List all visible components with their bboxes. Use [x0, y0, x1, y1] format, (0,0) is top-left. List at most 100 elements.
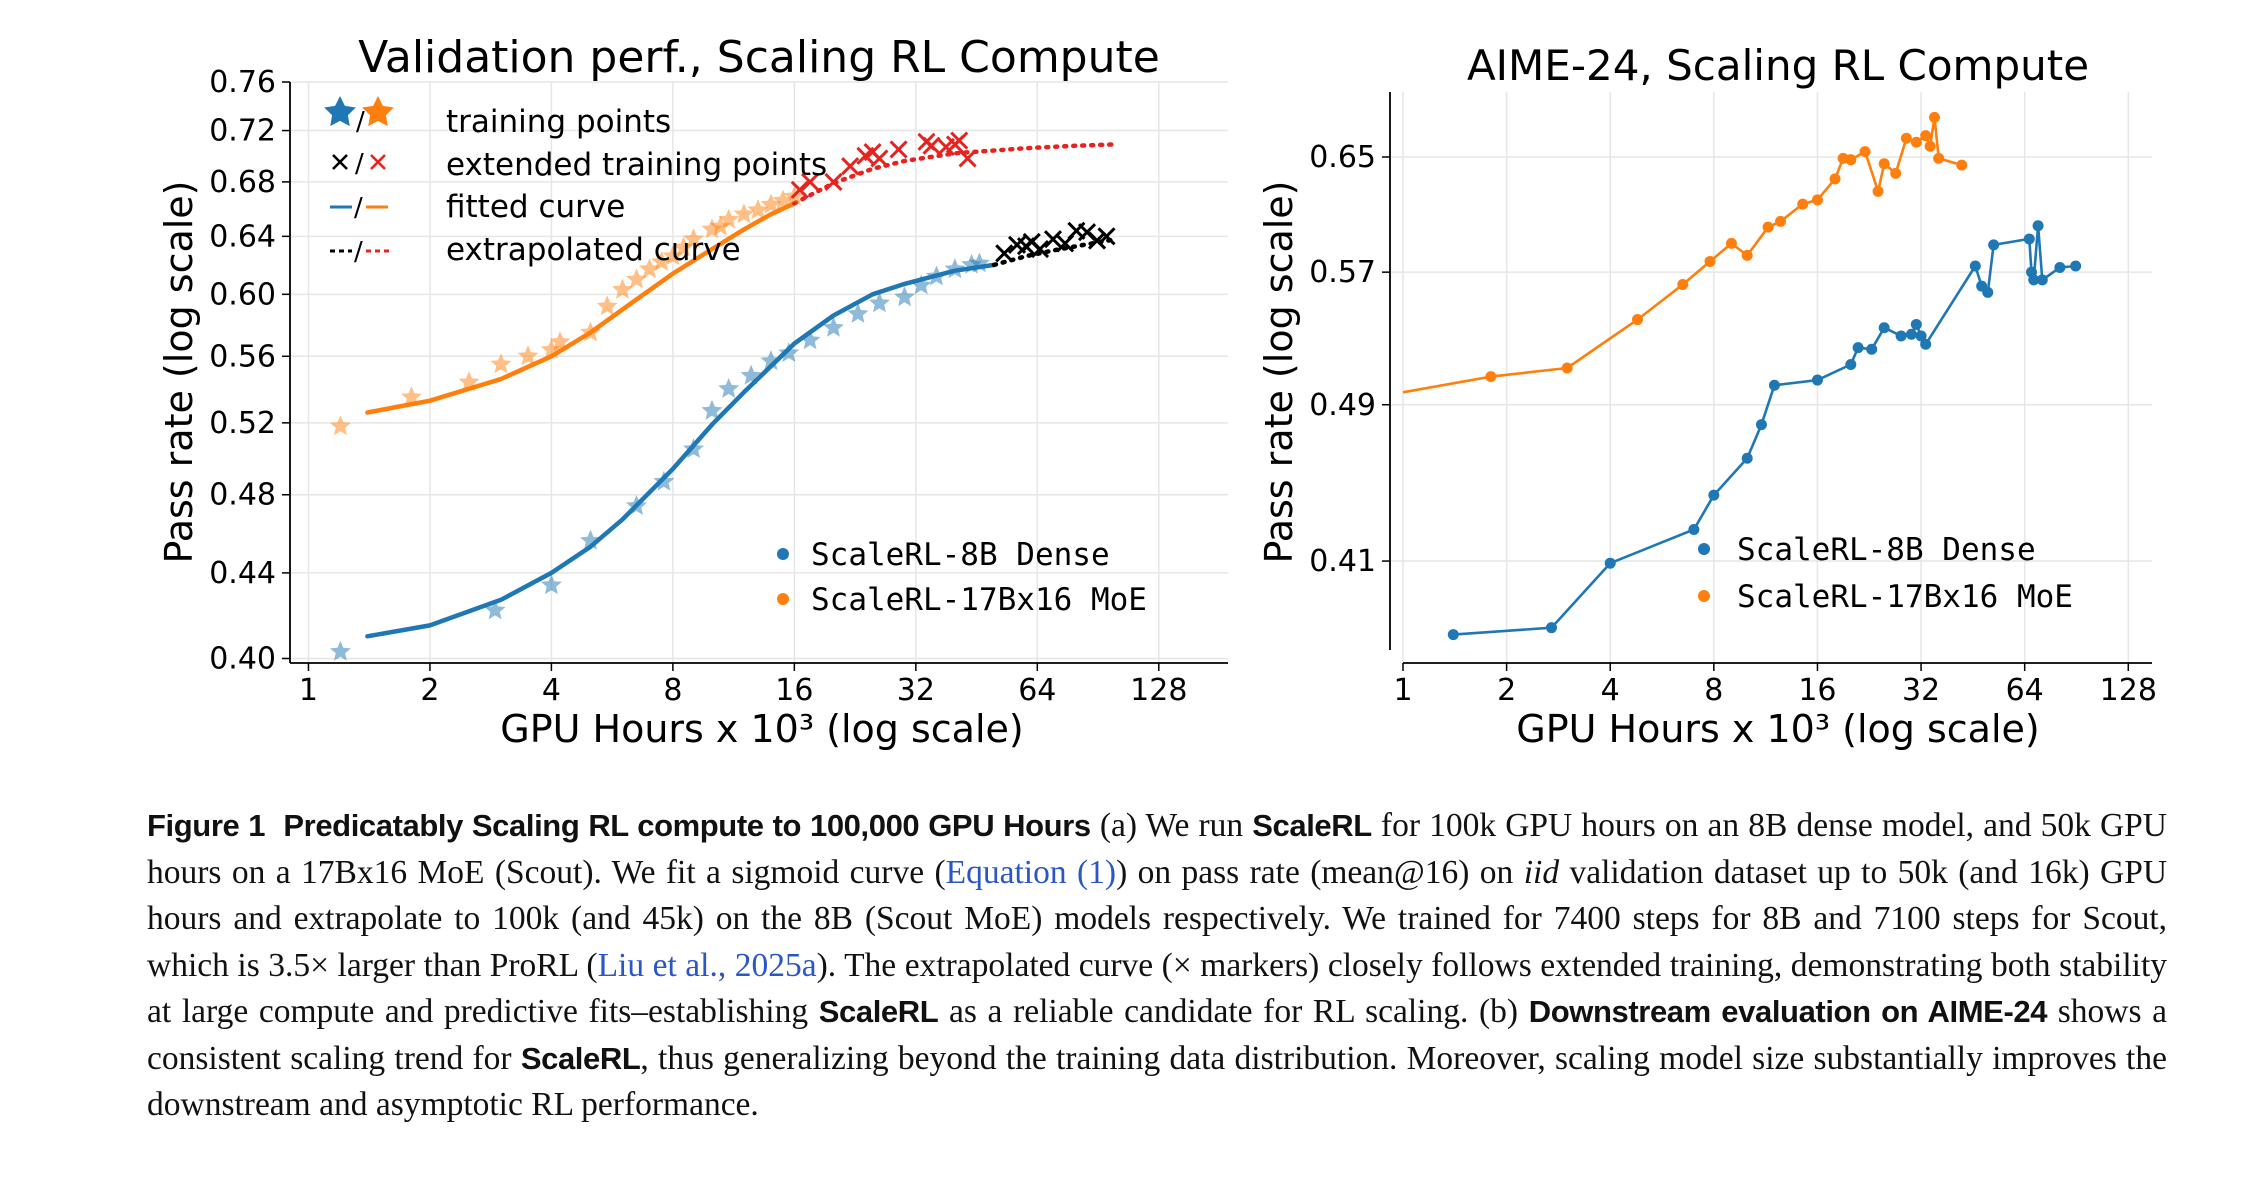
x-tick-label: 4 [1601, 673, 1620, 708]
svg-text:/: / [354, 193, 363, 223]
legend-training-points: / training points [324, 96, 671, 140]
data-point [1933, 152, 1945, 164]
training-point-star [944, 258, 966, 279]
x-ticks-right: 1 2 4 8 16 32 64 128 [1393, 663, 2157, 708]
data-point [1741, 452, 1753, 464]
extended-point-cross [801, 172, 820, 191]
x-ticks-left: 1 2 4 8 16 32 64 128 [299, 663, 1187, 708]
extended-point-cross [950, 131, 969, 150]
training-point-star [540, 574, 562, 595]
extended-point-cross [995, 244, 1014, 263]
data-point [1866, 343, 1878, 355]
data-point [1920, 338, 1932, 350]
training-point-star [683, 438, 704, 458]
training-point-star [847, 303, 869, 323]
data-point [1604, 557, 1616, 569]
axes-right [1389, 92, 2152, 664]
grid-right [1390, 92, 2152, 663]
legend-dot-blue-icon [777, 548, 789, 560]
training-points-left [330, 185, 990, 661]
series-line-moe [1402, 116, 1963, 394]
data-point [1859, 146, 1871, 158]
training-point-star [760, 350, 782, 370]
caption-text: , thus generalizing beyond the training … [147, 1039, 2167, 1124]
data-point [1969, 260, 1981, 272]
legend-label-moe: ScaleRL-17Bx16 MoE [1737, 579, 2073, 615]
equation-link[interactable]: Equation (1) [945, 853, 1117, 891]
y-tick-label: 0.48 [209, 478, 276, 513]
data-point [1811, 374, 1823, 386]
axes-left [289, 82, 1228, 664]
x-tick-label: 16 [775, 673, 813, 708]
training-point-star [718, 378, 740, 398]
training-point-star [580, 529, 601, 550]
training-point-star [778, 342, 800, 362]
data-point [2054, 262, 2066, 274]
data-point [1447, 629, 1459, 641]
training-point-star [926, 265, 947, 286]
y-tick-label: 0.57 [1309, 255, 1376, 290]
extended-point-cross [841, 157, 860, 176]
extended-point-cross [870, 149, 889, 168]
y-tick-label: 0.65 [1309, 140, 1376, 175]
caption-bold: ScaleRL [520, 1040, 641, 1076]
legend-star-orange-icon [362, 96, 394, 127]
extended-point-cross [889, 140, 908, 159]
training-point-star [823, 316, 844, 337]
legend-dot-blue-icon [1698, 543, 1710, 555]
training-point-star [580, 321, 601, 342]
y-tick-label: 0.72 [209, 114, 276, 149]
training-point-star [612, 278, 633, 299]
fitted-curves-left [365, 201, 997, 639]
data-point [1708, 489, 1720, 501]
citation-link-year[interactable]: 2025a [734, 946, 817, 984]
x-tick-label: 8 [663, 673, 682, 708]
training-point-star [639, 258, 660, 279]
x-tick-label: 2 [1497, 673, 1516, 708]
y-ticks-right: 0.41 0.49 0.57 0.65 [1309, 140, 1390, 579]
y-tick-label: 0.56 [209, 339, 276, 374]
data-point [1755, 419, 1767, 431]
extended-point-cross [824, 172, 843, 191]
svg-text:/: / [355, 149, 364, 179]
extended-point-cross [1030, 240, 1050, 259]
marker-legend: / training points / extended training po… [324, 96, 827, 268]
training-point-star [910, 274, 932, 295]
data-point [1910, 318, 1922, 330]
extended-point-cross [1087, 231, 1107, 250]
training-point-star [626, 268, 647, 289]
legend-label-8b: ScaleRL-8B Dense [1737, 532, 2036, 568]
training-point-star [718, 208, 740, 229]
training-point-star [596, 295, 618, 316]
training-point-star [330, 415, 351, 436]
legend-extended-points: / extended training points [332, 147, 827, 183]
y-tick-label: 0.44 [209, 556, 276, 591]
x-tick-label: 128 [1130, 673, 1187, 708]
data-point [1545, 622, 1557, 634]
data-point [1845, 359, 1857, 371]
caption-label: Figure 1 [147, 808, 266, 843]
training-point-star [401, 386, 422, 407]
citation-link-author[interactable]: Liu et al., [597, 946, 727, 984]
x-tick-label: 4 [542, 673, 561, 708]
legend-label-8b: ScaleRL-8B Dense [811, 537, 1110, 573]
x-axis-label-right: GPU Hours x 10³ (log scale) [1516, 707, 2039, 751]
data-point [1872, 185, 1884, 197]
y-tick-label: 0.76 [209, 65, 276, 100]
caption-italic: iid [1523, 853, 1560, 891]
data-point [1741, 249, 1753, 261]
training-point-star [869, 292, 890, 313]
training-point-star [549, 331, 571, 351]
y-axis-label-left: Pass rate (log scale) [157, 180, 201, 563]
data-point [1845, 154, 1857, 166]
extended-point-cross [922, 136, 941, 155]
data-point [1797, 198, 1809, 210]
x-tick-label: 8 [1704, 673, 1723, 708]
extended-points-left [790, 131, 1116, 263]
data-point [1704, 255, 1716, 267]
y-tick-label: 0.49 [1309, 388, 1376, 423]
training-point-star [484, 599, 506, 620]
chart-title-right: AIME-24, Scaling RL Compute [1467, 41, 2089, 90]
training-point-star [458, 371, 480, 392]
legend-fitted-curve: / fitted curve [330, 189, 625, 225]
